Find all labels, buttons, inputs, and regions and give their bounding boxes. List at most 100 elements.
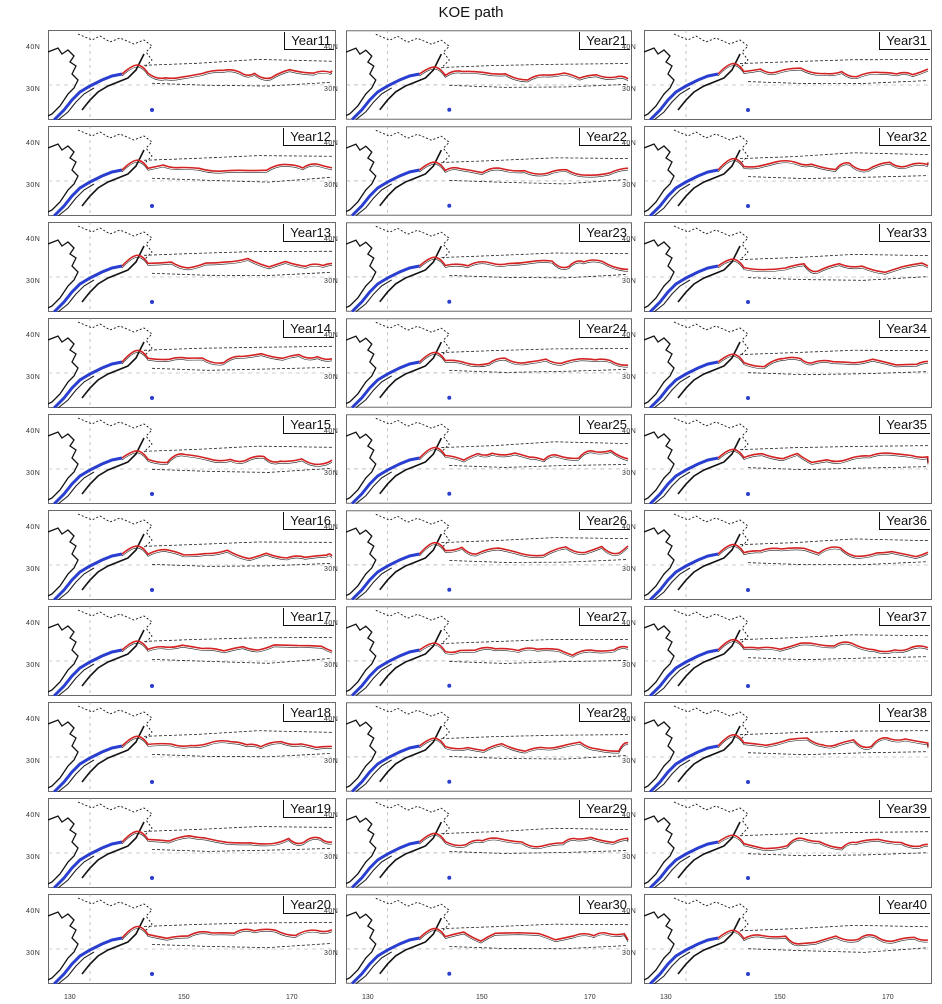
station-marker xyxy=(447,299,452,304)
y-tick-label: 30N xyxy=(622,566,637,573)
asia-coastline xyxy=(644,239,675,309)
koe-map-svg xyxy=(644,126,932,216)
japan-coastline xyxy=(81,725,145,783)
kuroshio-contour xyxy=(57,279,95,312)
upper-envelope-contour xyxy=(739,59,929,64)
asia-coastline xyxy=(48,47,79,117)
northern-coastline xyxy=(375,705,450,741)
station-marker xyxy=(150,972,154,976)
kuroshio-path-blue xyxy=(648,744,719,792)
koe-path-red xyxy=(121,925,333,940)
y-tick-label: 30N xyxy=(324,662,339,669)
kuroshio-contour xyxy=(355,183,392,216)
kuroshio-path-blue xyxy=(52,936,123,984)
japan-coastline xyxy=(81,53,145,111)
y-tick-label: 40N xyxy=(26,332,41,339)
kuroshio-path-blue xyxy=(648,360,719,408)
northern-coastline xyxy=(77,801,153,837)
station-marker xyxy=(447,203,452,208)
koe-map-svg xyxy=(48,702,336,792)
panel-year-label: Year33 xyxy=(879,224,930,242)
upper-envelope-contour xyxy=(441,639,629,644)
kuroshio-path-blue xyxy=(648,552,719,600)
northern-coastline xyxy=(375,609,450,645)
northern-coastline xyxy=(673,897,749,933)
northern-coastline xyxy=(77,417,153,453)
panel-year17: Year17 xyxy=(48,606,336,696)
kuroshio-contour xyxy=(355,471,392,504)
kuroshio-contour xyxy=(653,855,691,888)
koe-map-svg xyxy=(48,30,336,120)
map-frame xyxy=(346,30,632,120)
station-marker xyxy=(447,779,452,784)
koe-path-red xyxy=(418,256,629,271)
y-tick-label: 30N xyxy=(26,374,41,381)
map-frame xyxy=(644,798,932,888)
koe-path-red xyxy=(717,258,929,274)
station-marker xyxy=(746,588,750,592)
asia-coastline xyxy=(346,143,377,213)
kuroshio-contour xyxy=(57,183,95,216)
kuroshio-contour xyxy=(57,471,95,504)
japan-coastline xyxy=(379,53,443,111)
northern-coastline xyxy=(673,321,749,357)
station-marker xyxy=(150,684,154,688)
kuroshio-contour xyxy=(355,855,392,888)
y-tick-label: 30N xyxy=(622,758,637,765)
koe-path-black xyxy=(121,547,333,562)
asia-coastline xyxy=(346,623,377,693)
upper-envelope-contour xyxy=(143,155,333,161)
kuroshio-path-blue xyxy=(648,936,719,984)
map-frame xyxy=(644,414,932,504)
japan-coastline xyxy=(379,821,443,879)
panel-year33: Year33 xyxy=(644,222,932,312)
y-tick-label: 40N xyxy=(26,716,41,723)
map-frame xyxy=(346,126,632,216)
map-frame xyxy=(48,510,336,600)
panel-year-label: Year34 xyxy=(879,320,930,338)
upper-envelope-contour xyxy=(143,826,333,832)
kuroshio-contour xyxy=(57,663,95,696)
kuroshio-contour xyxy=(355,567,392,600)
panel-year-label: Year37 xyxy=(879,608,930,626)
y-tick-label: 30N xyxy=(26,566,41,573)
koe-map-svg xyxy=(48,510,336,600)
koe-path-black xyxy=(717,641,929,654)
panel-year-label: Year13 xyxy=(283,224,334,242)
kuroshio-path-blue xyxy=(648,168,719,216)
koe-path-red xyxy=(717,638,929,653)
kuroshio-contour xyxy=(355,375,392,408)
koe-map-svg xyxy=(346,318,632,408)
panel-year-label: Year35 xyxy=(879,416,930,434)
station-marker xyxy=(746,300,750,304)
kuroshio-path-blue xyxy=(52,648,123,696)
northern-coastline xyxy=(673,513,749,549)
koe-path-black xyxy=(717,160,929,173)
northern-coastline xyxy=(77,33,153,69)
panel-year31: Year31 xyxy=(644,30,932,120)
kuroshio-path-blue xyxy=(350,456,420,504)
northern-coastline xyxy=(673,705,749,741)
northern-coastline xyxy=(673,33,749,69)
y-tick-label: 30N xyxy=(622,86,637,93)
panel-year-label: Year27 xyxy=(579,608,630,626)
northern-coastline xyxy=(375,801,450,837)
panel-year-label: Year12 xyxy=(283,128,334,146)
panel-year-label: Year31 xyxy=(879,32,930,50)
lower-envelope-contour xyxy=(449,369,629,373)
japan-coastline xyxy=(81,629,145,687)
y-tick-label: 40N xyxy=(26,620,41,627)
kuroshio-contour xyxy=(653,951,691,984)
panel-year24: Year24 xyxy=(346,318,632,408)
lower-envelope-contour xyxy=(151,657,333,664)
x-tick-label: 150 xyxy=(178,994,190,1001)
asia-coastline xyxy=(346,911,377,981)
koe-path-black xyxy=(121,66,333,81)
panel-year12: Year12 xyxy=(48,126,336,216)
map-frame xyxy=(644,318,932,408)
upper-envelope-contour xyxy=(441,537,629,543)
y-tick-label: 40N xyxy=(324,908,339,915)
asia-coastline xyxy=(48,719,79,789)
lower-envelope-contour xyxy=(449,945,629,950)
lower-envelope-contour xyxy=(151,847,333,852)
